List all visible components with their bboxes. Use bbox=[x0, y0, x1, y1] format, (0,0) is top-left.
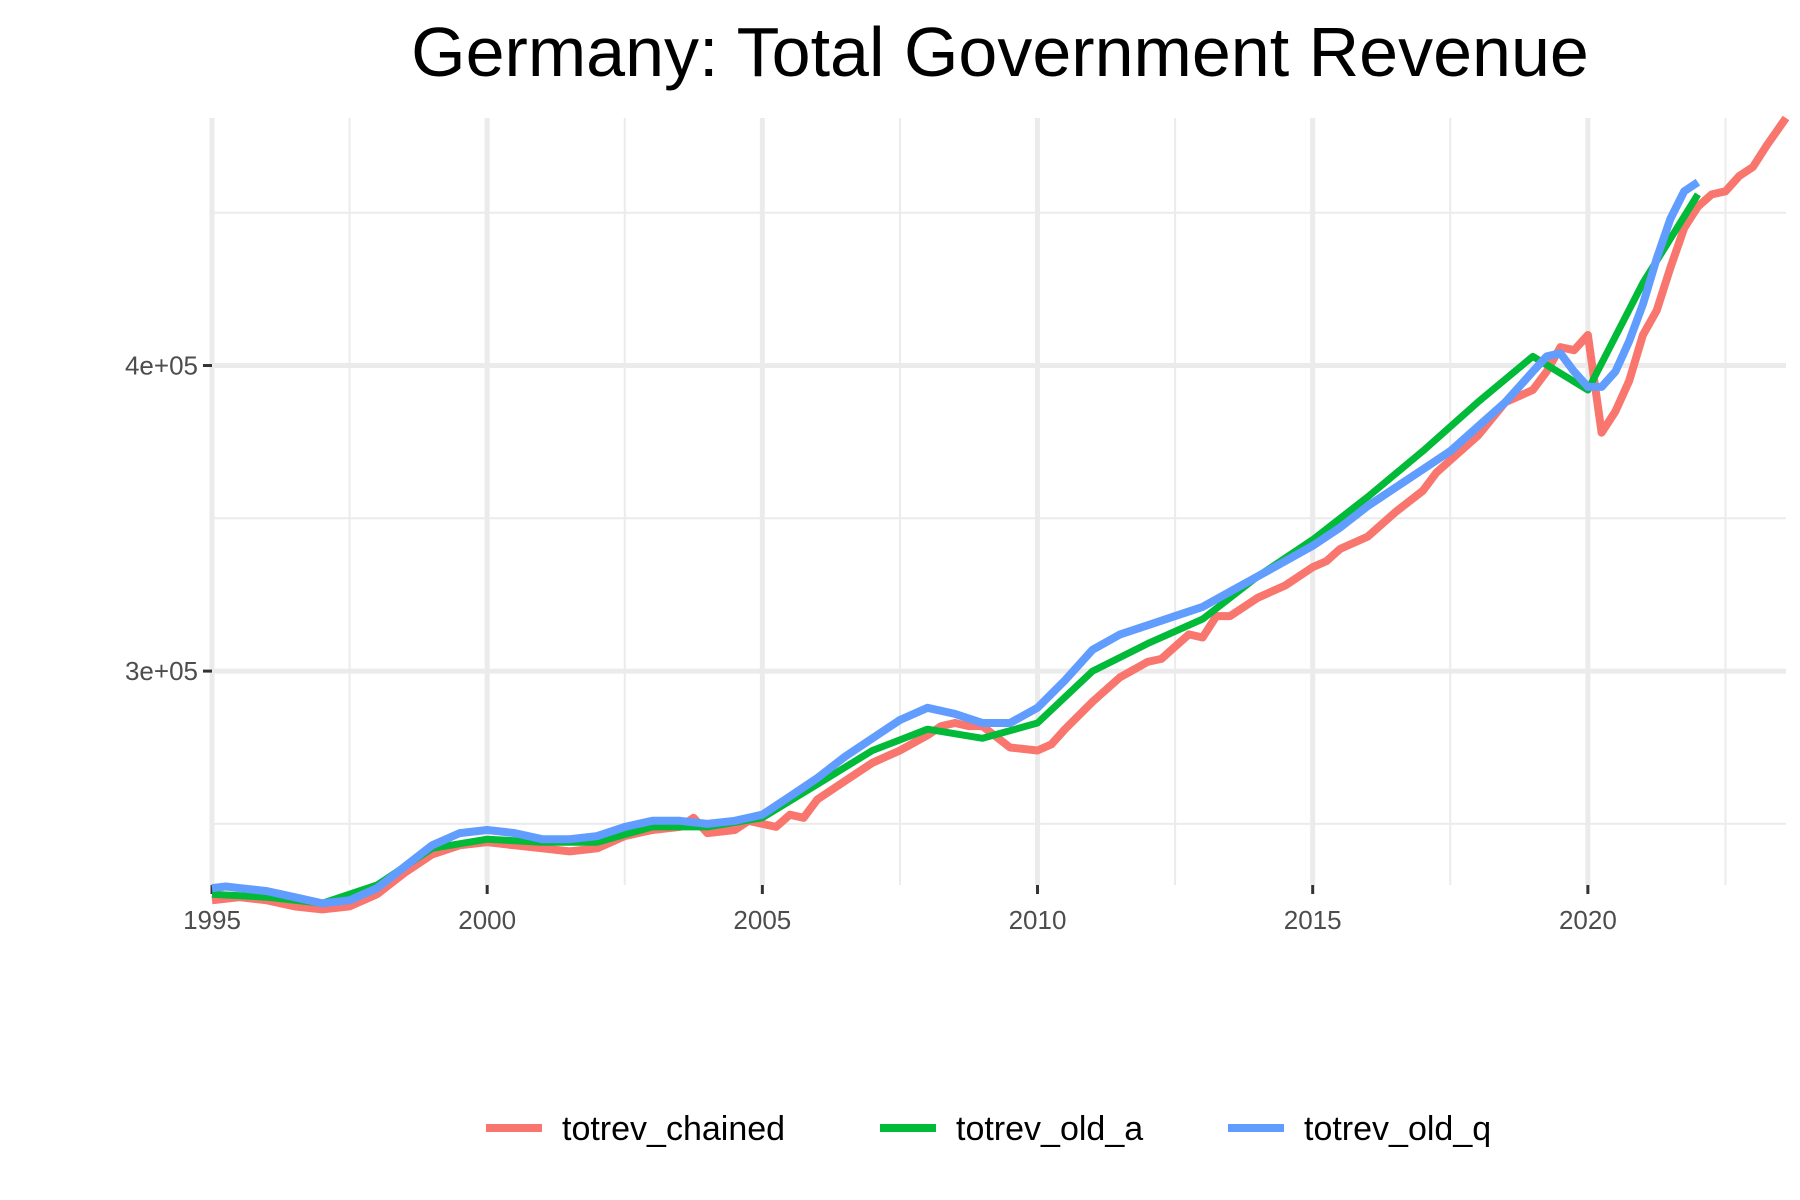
y-tick-label: 3e+05 bbox=[125, 656, 198, 686]
chart-title: Germany: Total Government Revenue bbox=[411, 13, 1589, 91]
legend-label: totrev_old_a bbox=[956, 1110, 1143, 1148]
x-tick-label: 2020 bbox=[1559, 905, 1617, 935]
x-tick-label: 2010 bbox=[1009, 905, 1067, 935]
x-tick-label: 2000 bbox=[458, 905, 516, 935]
series-lines bbox=[211, 115, 1790, 914]
legend-label: totrev_old_q bbox=[1304, 1110, 1491, 1148]
x-tick-label: 1995 bbox=[183, 905, 241, 935]
series-line-totrev-old-q bbox=[211, 178, 1701, 908]
grid bbox=[209, 118, 1786, 885]
legend: totrev_chained totrev_old_a totrev_old_q bbox=[486, 1110, 1491, 1148]
x-tick-label: 2005 bbox=[733, 905, 791, 935]
axes: 1995 2000 2005 2010 2015 2020 3e+05 4e+05 bbox=[125, 351, 1617, 935]
series-line-totrev-chained bbox=[211, 115, 1790, 914]
x-tick-label: 2015 bbox=[1284, 905, 1342, 935]
y-tick-label: 4e+05 bbox=[125, 351, 198, 381]
legend-label: totrev_chained bbox=[562, 1110, 785, 1148]
series-line-totrev-old-a bbox=[211, 192, 1701, 907]
